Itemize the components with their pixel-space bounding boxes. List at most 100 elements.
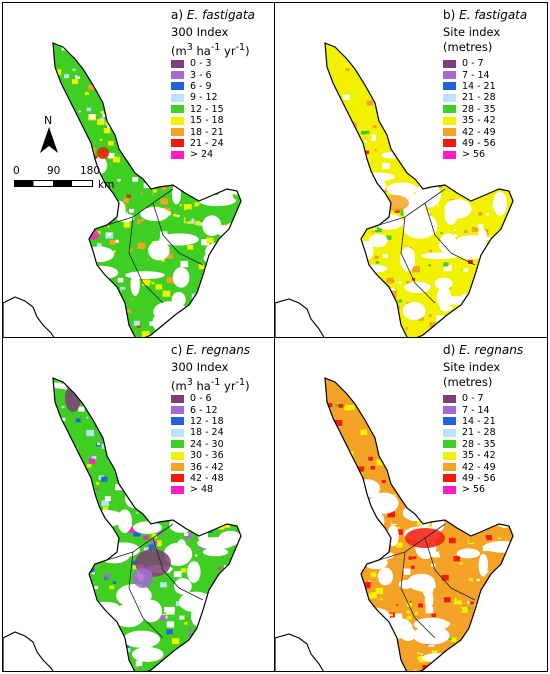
panel-subtitle-b: Site index (metres) — [443, 25, 501, 54]
legend-item: 21 - 28 — [443, 427, 496, 438]
map-north-island-b — [275, 42, 514, 337]
legend-swatch — [171, 105, 184, 114]
legend-label: 42 - 49 — [462, 126, 496, 138]
legend-label: 7 - 14 — [462, 404, 490, 416]
legend-item: 42 - 49 — [443, 461, 496, 473]
legend-item: 42 - 49 — [443, 126, 496, 138]
panel-title-d: d) E. regnans — [443, 343, 524, 357]
legend-swatch — [443, 128, 456, 137]
legend-swatch — [171, 128, 184, 137]
legend-item: > 24 — [171, 149, 224, 160]
legend-swatch — [171, 451, 184, 460]
legend-swatch — [171, 406, 184, 415]
legend-label: 18 - 21 — [190, 126, 224, 138]
legend-label: 15 - 18 — [190, 115, 224, 127]
scale-tick-0: 0 — [13, 165, 20, 177]
legend-item: 30 - 36 — [171, 450, 224, 461]
legend-label: 49 - 56 — [462, 472, 496, 484]
panel-b: b) E. fastigata Site index (metres) 0 - 7… — [274, 2, 548, 338]
legend-item: > 56 — [443, 484, 496, 495]
legend-item: 6 - 12 — [171, 404, 224, 416]
legend-label: 18 - 24 — [190, 427, 224, 439]
legend-label: 42 - 48 — [190, 472, 224, 484]
legend-item: 3 - 6 — [171, 69, 224, 81]
panel-subtitle-d: Site index (metres) — [443, 360, 501, 389]
legend-label: 12 - 18 — [190, 415, 224, 427]
legend-item: 24 - 30 — [171, 439, 224, 450]
legend-swatch — [171, 139, 184, 148]
legend-item: 7 - 14 — [443, 69, 496, 81]
legend-item: 14 - 21 — [443, 81, 496, 92]
legend-swatch — [171, 59, 184, 68]
legend-label: 6 - 9 — [190, 80, 212, 92]
legend-swatch — [171, 394, 184, 403]
north-label: N — [44, 114, 53, 127]
legend-swatch — [443, 406, 456, 415]
legend-swatch — [443, 105, 456, 114]
panel-a: a) E. fastigata 300 Index (m3 ha-1 yr-1) … — [2, 2, 275, 338]
legend-swatch — [443, 139, 456, 148]
scale-bar: 0 90 180 km — [13, 165, 193, 205]
legend-item: 36 - 42 — [171, 461, 224, 473]
north-arrow-icon — [40, 127, 58, 153]
legend-item: > 48 — [171, 484, 224, 495]
legend-label: 24 - 30 — [190, 438, 224, 450]
legend-swatch — [171, 463, 184, 472]
legend-swatch — [443, 485, 456, 494]
legend-item: 21 - 28 — [443, 92, 496, 103]
legend-label: > 48 — [190, 484, 214, 496]
legend-label: 36 - 42 — [190, 461, 224, 473]
legend-label: 6 - 12 — [190, 404, 218, 416]
legend-swatch — [443, 150, 456, 159]
legend-swatch — [171, 485, 184, 494]
legend-item: 15 - 18 — [171, 115, 224, 126]
legend-item: 14 - 21 — [443, 416, 496, 427]
legend-item: 0 - 7 — [443, 58, 496, 69]
legend-label: > 56 — [462, 484, 486, 496]
legend-swatch — [171, 71, 184, 80]
legend-item: 0 - 6 — [171, 393, 224, 404]
legend-item: 28 - 35 — [443, 439, 496, 450]
legend-swatch — [443, 428, 456, 437]
legend-swatch — [443, 394, 456, 403]
legend-swatch — [443, 93, 456, 102]
legend-swatch — [443, 440, 456, 449]
legend-item: 18 - 24 — [171, 427, 224, 438]
legend-swatch — [171, 474, 184, 483]
legend-swatch — [443, 71, 456, 80]
panel-subtitle-a: 300 Index (m3 ha-1 yr-1) — [171, 25, 250, 58]
legend-item: 6 - 9 — [171, 81, 224, 92]
legend-swatch — [443, 82, 456, 91]
legend-item: 0 - 7 — [443, 393, 496, 404]
legend-swatch — [171, 116, 184, 125]
scale-unit: km — [98, 179, 115, 191]
legend-item: 49 - 56 — [443, 473, 496, 484]
legend-label: 21 - 24 — [190, 137, 224, 149]
legend-item: 28 - 35 — [443, 104, 496, 115]
legend-label: 14 - 21 — [462, 80, 496, 92]
map-north-island-c — [3, 377, 242, 671]
legend-label: 28 - 35 — [462, 438, 496, 450]
legend-item: > 56 — [443, 149, 496, 160]
legend-label: 21 - 28 — [462, 427, 496, 439]
legend-swatch — [171, 150, 184, 159]
panel-subtitle-c: 300 Index (m3 ha-1 yr-1) — [171, 360, 250, 393]
legend-label: 0 - 6 — [190, 393, 212, 405]
legend-label: 0 - 3 — [190, 58, 212, 70]
legend-item: 18 - 21 — [171, 126, 224, 138]
legend-item: 0 - 3 — [171, 58, 224, 69]
legend-swatch — [443, 116, 456, 125]
legend-item: 49 - 56 — [443, 138, 496, 149]
legend-swatch — [443, 59, 456, 68]
legend-label: 0 - 7 — [462, 58, 484, 70]
legend-item: 9 - 12 — [171, 92, 224, 103]
panel-title-b: b) E. fastigata — [443, 8, 528, 22]
legend-label: 35 - 42 — [462, 115, 496, 127]
legend-swatch — [171, 82, 184, 91]
legend-label: 28 - 35 — [462, 103, 496, 115]
map-north-island-d — [275, 377, 514, 671]
scale-bar-graphic — [14, 180, 93, 187]
